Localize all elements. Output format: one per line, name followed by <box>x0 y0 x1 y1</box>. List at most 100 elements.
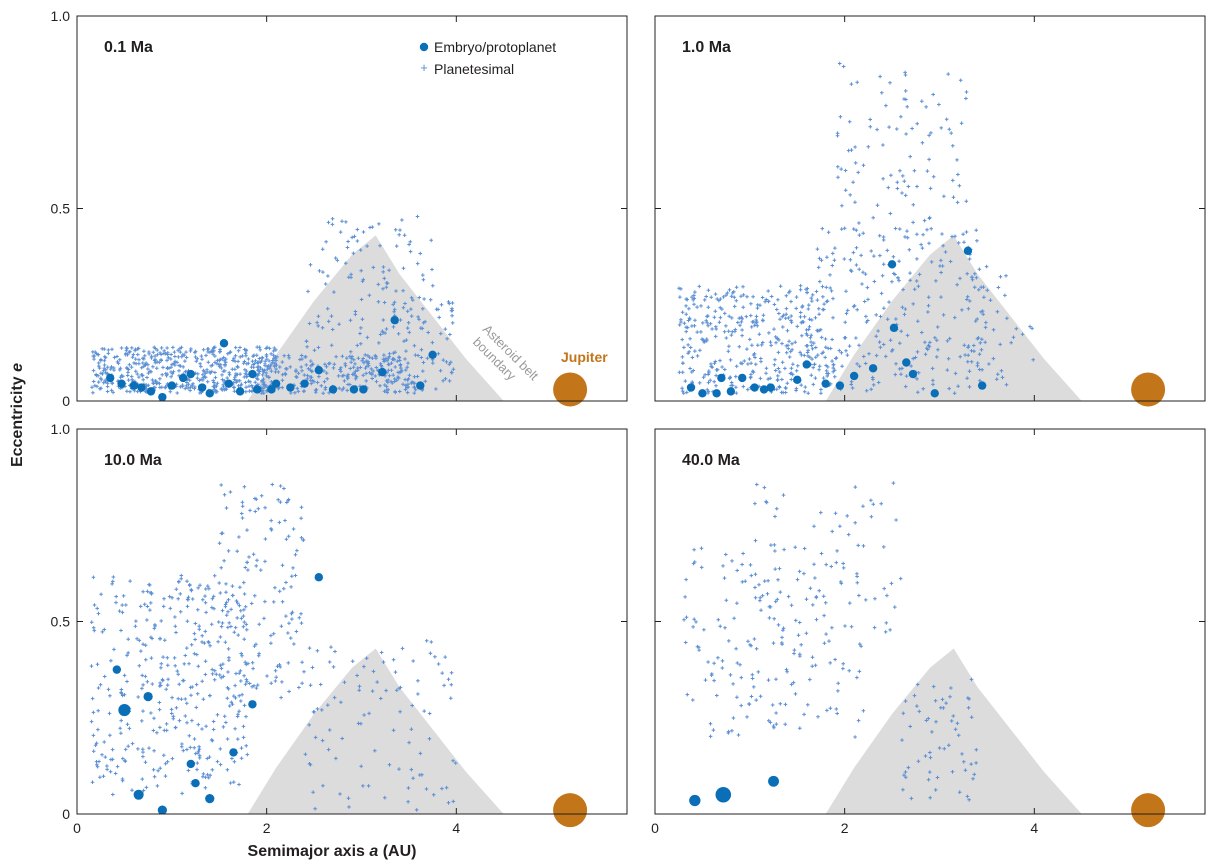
planetesimal-point <box>920 99 924 103</box>
planetesimal-point <box>296 371 301 376</box>
planetesimal-point <box>239 616 244 621</box>
planetesimal-point <box>139 365 144 370</box>
planetesimal-point <box>355 673 359 678</box>
planetesimal-point <box>718 315 723 320</box>
planetesimal-point <box>925 227 929 232</box>
planetesimal-point <box>305 345 309 349</box>
planetesimal-point <box>96 727 100 732</box>
planetesimal-point <box>239 382 244 386</box>
planetesimal-point <box>836 175 840 180</box>
planetesimal-point <box>270 360 275 364</box>
planetesimal-point <box>129 374 134 379</box>
planetesimal-point <box>687 316 692 320</box>
planetesimal-point <box>187 661 191 666</box>
planetesimal-point <box>347 275 351 279</box>
planetesimal-point <box>415 214 420 219</box>
x-axis-title-unit: (AU) <box>378 843 416 860</box>
planetesimal-point <box>683 640 688 645</box>
planetesimal-point <box>783 722 787 727</box>
planetesimal-point <box>778 590 783 594</box>
planetesimal-point <box>387 351 392 356</box>
planetesimal-point <box>345 374 350 378</box>
planetesimal-point <box>99 386 103 391</box>
planetesimal-point <box>957 790 962 794</box>
planetesimal-point <box>220 377 225 382</box>
planetesimal-point <box>871 215 875 220</box>
planetesimal-point <box>977 288 981 292</box>
planetesimal-point <box>232 389 237 393</box>
planetesimal-point <box>159 662 164 666</box>
planetesimal-point <box>403 387 408 392</box>
planetesimal-point <box>169 352 173 357</box>
planetesimal-point <box>381 318 386 322</box>
planetesimal-point <box>243 565 248 570</box>
planetesimal-point <box>816 715 820 719</box>
planetesimal-point <box>248 508 252 513</box>
planetesimal-point <box>680 370 685 375</box>
planetesimal-point <box>287 689 291 694</box>
planetesimal-point <box>397 686 401 691</box>
planetesimal-point <box>859 644 863 649</box>
planetesimal-point <box>789 366 794 371</box>
planetesimal-point <box>364 379 368 383</box>
planetesimal-point <box>869 387 873 392</box>
planetesimal-point <box>877 233 882 238</box>
planetesimal-point <box>904 97 908 102</box>
planetesimal-point <box>952 391 957 395</box>
planetesimal-point <box>183 386 187 391</box>
planetesimal-point <box>677 323 682 327</box>
planetesimal-point <box>769 543 773 547</box>
planetesimal-point <box>713 309 718 313</box>
planetesimal-point <box>843 168 848 173</box>
planetesimal-point <box>286 661 291 665</box>
planetesimal-point <box>834 707 839 711</box>
planetesimal-point <box>391 373 395 377</box>
planetesimal-point <box>720 307 724 311</box>
planetesimal-point <box>419 355 424 360</box>
planetesimal-point <box>148 369 152 374</box>
planetesimal-point <box>854 336 858 340</box>
planetesimal-point <box>833 657 837 662</box>
planetesimal-point <box>152 774 157 779</box>
planetesimal-point <box>685 692 690 697</box>
planetesimal-point <box>348 318 353 323</box>
planetesimal-point <box>903 70 907 75</box>
planetesimal-point <box>883 630 888 634</box>
panel-time-label: 40.0 Ma <box>682 452 740 469</box>
panel-3: 0 2 400.51.010.0 Ma <box>51 421 628 836</box>
planetesimal-point <box>200 679 204 684</box>
planetesimal-point <box>147 746 151 750</box>
planetesimal-point <box>908 154 912 159</box>
planetesimal-point <box>135 636 139 641</box>
planetesimal-point <box>723 367 727 372</box>
planetesimal-point <box>792 651 796 656</box>
planetesimal-point <box>143 674 148 679</box>
planetesimal-point <box>167 594 172 599</box>
planetesimal-point <box>140 686 144 691</box>
planetesimal-point <box>926 295 931 299</box>
planetesimal-point <box>361 230 366 234</box>
planetesimal-point <box>126 637 130 641</box>
planetesimal-point <box>209 622 214 627</box>
planetesimal-point <box>960 308 964 312</box>
planetesimal-point <box>838 524 842 528</box>
planetesimal-point <box>308 762 313 767</box>
embryo-point <box>186 759 195 769</box>
planetesimal-point <box>191 382 195 386</box>
planetesimal-point <box>802 389 807 394</box>
planetesimal-point <box>879 291 884 296</box>
planetesimal-point <box>808 336 813 340</box>
planetesimal-point <box>234 671 238 676</box>
planetesimal-point <box>761 340 765 345</box>
planetesimal-point <box>974 748 979 752</box>
planetesimal-point <box>447 379 452 383</box>
planetesimal-point <box>906 765 911 770</box>
planetesimal-point <box>799 383 803 387</box>
planetesimal-point <box>239 746 244 750</box>
planetesimal-point <box>204 353 208 358</box>
planetesimal-point <box>926 716 931 721</box>
planetesimal-point <box>205 772 210 777</box>
planetesimal-point <box>190 718 194 723</box>
planetesimal-point <box>159 619 163 623</box>
planetesimal-point <box>868 125 873 129</box>
